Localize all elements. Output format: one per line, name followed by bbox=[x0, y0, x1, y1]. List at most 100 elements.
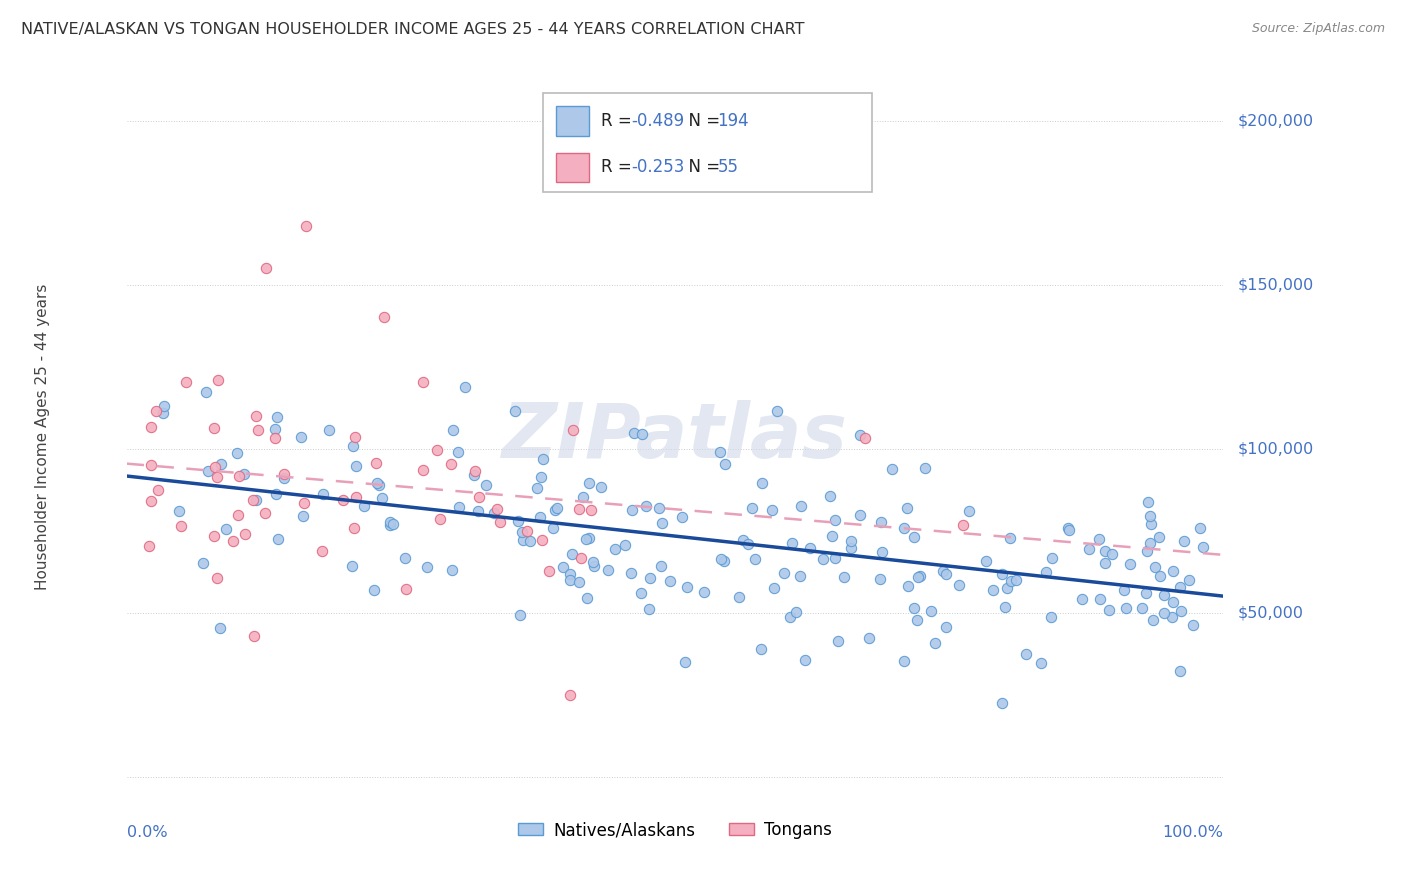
Point bbox=[793, 653, 815, 667]
Point bbox=[1031, 656, 1053, 670]
Point bbox=[741, 501, 763, 516]
Point bbox=[558, 688, 581, 702]
Point bbox=[651, 516, 673, 530]
Text: 0.0%: 0.0% bbox=[127, 825, 167, 840]
Point bbox=[623, 425, 645, 440]
Point bbox=[264, 422, 287, 436]
Point bbox=[1088, 532, 1111, 546]
Point bbox=[733, 533, 755, 547]
Point bbox=[353, 499, 375, 513]
Point bbox=[141, 458, 163, 472]
Point bbox=[273, 467, 295, 481]
Point bbox=[208, 621, 231, 635]
Point bbox=[512, 533, 534, 547]
Point bbox=[1170, 580, 1192, 594]
Point bbox=[1178, 573, 1201, 587]
Text: $50,000: $50,000 bbox=[1237, 605, 1303, 620]
Point bbox=[503, 404, 526, 418]
Point bbox=[1140, 517, 1163, 532]
Point bbox=[824, 513, 846, 527]
Point bbox=[728, 591, 751, 605]
Point bbox=[880, 462, 903, 476]
Text: Source: ZipAtlas.com: Source: ZipAtlas.com bbox=[1251, 22, 1385, 36]
Point bbox=[541, 521, 564, 535]
Point bbox=[839, 541, 862, 556]
Point bbox=[905, 613, 928, 627]
Point bbox=[630, 586, 652, 600]
Point bbox=[914, 461, 936, 475]
Point bbox=[292, 508, 315, 523]
Point bbox=[931, 565, 953, 579]
Point bbox=[292, 496, 315, 510]
Point bbox=[146, 483, 169, 497]
Point bbox=[568, 502, 591, 516]
Point bbox=[1189, 520, 1212, 534]
Point bbox=[506, 514, 529, 528]
Point bbox=[453, 380, 475, 394]
Point bbox=[429, 512, 451, 526]
Point bbox=[995, 581, 1018, 595]
Point bbox=[1004, 574, 1026, 588]
Point bbox=[273, 471, 295, 485]
Point bbox=[222, 533, 245, 548]
Point bbox=[1142, 613, 1164, 627]
Point bbox=[312, 487, 335, 501]
Point bbox=[1094, 556, 1116, 570]
Point bbox=[342, 558, 364, 573]
Point bbox=[935, 620, 957, 634]
Point bbox=[935, 566, 957, 581]
Text: R =: R = bbox=[600, 112, 637, 130]
Point bbox=[204, 460, 226, 475]
Text: ZIPatlas: ZIPatlas bbox=[502, 401, 848, 474]
Point bbox=[848, 508, 870, 523]
Point bbox=[215, 522, 238, 536]
Point bbox=[311, 544, 333, 558]
Point bbox=[416, 560, 439, 574]
Point bbox=[1161, 565, 1184, 579]
Point bbox=[780, 535, 803, 549]
Point bbox=[858, 632, 880, 646]
Point bbox=[464, 464, 486, 478]
Point bbox=[1192, 540, 1215, 554]
Point bbox=[1057, 521, 1080, 535]
Point bbox=[1160, 610, 1182, 624]
Point bbox=[266, 410, 288, 425]
Point bbox=[710, 552, 733, 566]
Point bbox=[589, 481, 612, 495]
Point bbox=[537, 564, 560, 578]
Point bbox=[631, 426, 654, 441]
Point bbox=[226, 508, 249, 522]
Point bbox=[596, 563, 619, 577]
Point bbox=[924, 636, 946, 650]
Point bbox=[245, 492, 267, 507]
Point bbox=[543, 502, 565, 516]
Point bbox=[785, 605, 807, 619]
Point bbox=[366, 475, 388, 490]
Point bbox=[1153, 606, 1175, 620]
Point bbox=[526, 481, 548, 495]
Point bbox=[558, 566, 581, 581]
Point bbox=[551, 560, 574, 574]
Point bbox=[412, 376, 434, 390]
Point bbox=[486, 501, 509, 516]
Point bbox=[998, 531, 1021, 545]
Point bbox=[139, 420, 162, 434]
Point bbox=[676, 580, 699, 594]
Point bbox=[869, 572, 891, 586]
Point bbox=[799, 541, 821, 556]
Point bbox=[1153, 588, 1175, 602]
Point bbox=[1139, 509, 1161, 524]
Point bbox=[903, 600, 925, 615]
Point bbox=[1136, 544, 1159, 558]
Point bbox=[228, 469, 250, 483]
Point bbox=[382, 516, 405, 531]
Text: -0.253: -0.253 bbox=[631, 159, 685, 177]
Point bbox=[1057, 523, 1080, 537]
Point bbox=[529, 509, 551, 524]
Point bbox=[441, 563, 464, 577]
Point bbox=[634, 499, 657, 513]
Point bbox=[744, 552, 766, 566]
Point bbox=[344, 491, 367, 505]
Point bbox=[820, 529, 842, 543]
Point bbox=[467, 504, 489, 518]
